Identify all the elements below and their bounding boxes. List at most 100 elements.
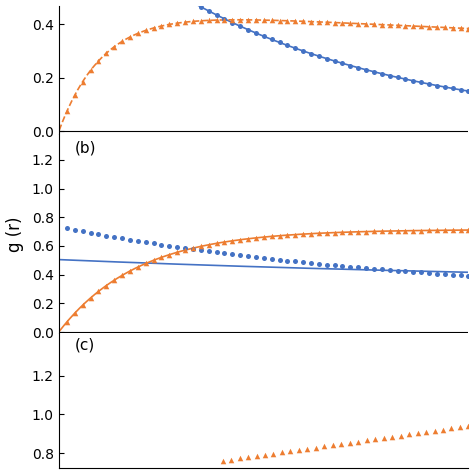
Point bbox=[329, 441, 337, 449]
Point bbox=[252, 29, 260, 37]
Point bbox=[110, 43, 118, 51]
Point bbox=[276, 232, 283, 239]
Point bbox=[165, 242, 173, 249]
Point bbox=[433, 82, 441, 89]
Point bbox=[244, 26, 252, 34]
Point bbox=[380, 434, 387, 442]
Y-axis label: g (r): g (r) bbox=[6, 216, 24, 252]
Point bbox=[244, 252, 252, 260]
Point bbox=[268, 233, 275, 240]
Point bbox=[79, 228, 86, 235]
Point bbox=[261, 451, 269, 458]
Point bbox=[331, 229, 338, 237]
Point bbox=[181, 18, 189, 26]
Point bbox=[205, 17, 212, 24]
Point bbox=[79, 78, 86, 85]
Point bbox=[244, 235, 252, 243]
Point bbox=[283, 257, 291, 264]
Point bbox=[110, 233, 118, 241]
Point bbox=[331, 19, 338, 27]
Point bbox=[205, 7, 212, 15]
Point bbox=[307, 50, 315, 57]
Point bbox=[102, 232, 110, 239]
Point bbox=[346, 62, 354, 69]
Point bbox=[270, 450, 277, 457]
Point bbox=[448, 425, 456, 432]
Point bbox=[456, 423, 464, 431]
Point bbox=[355, 264, 362, 271]
Point bbox=[339, 262, 346, 270]
Point bbox=[425, 269, 433, 277]
Point bbox=[397, 432, 404, 439]
Point bbox=[253, 452, 260, 460]
Point bbox=[312, 444, 319, 451]
Point bbox=[307, 230, 315, 237]
Point bbox=[362, 264, 370, 272]
Point bbox=[181, 244, 189, 252]
Point bbox=[260, 33, 267, 40]
Point bbox=[102, 282, 110, 289]
Point bbox=[418, 227, 425, 234]
Point bbox=[433, 227, 441, 234]
Point bbox=[410, 22, 417, 30]
Point bbox=[331, 57, 338, 65]
Point bbox=[425, 227, 433, 234]
Point bbox=[346, 19, 354, 27]
Point bbox=[126, 267, 134, 275]
Point bbox=[465, 226, 472, 234]
Point bbox=[410, 268, 417, 275]
Point bbox=[95, 230, 102, 238]
Point bbox=[363, 437, 371, 444]
Point bbox=[237, 236, 244, 244]
Point bbox=[63, 318, 71, 326]
Point bbox=[276, 17, 283, 24]
Point bbox=[63, 108, 71, 115]
Point bbox=[95, 57, 102, 65]
Point bbox=[228, 250, 236, 258]
Point bbox=[386, 266, 393, 274]
Point bbox=[457, 226, 465, 234]
Point bbox=[320, 443, 328, 450]
Point bbox=[292, 17, 299, 25]
Point bbox=[87, 229, 94, 237]
Point bbox=[401, 267, 409, 275]
Point bbox=[401, 22, 409, 29]
Point bbox=[292, 231, 299, 238]
Point bbox=[457, 86, 465, 93]
Point bbox=[401, 75, 409, 83]
Point bbox=[414, 429, 421, 437]
Point bbox=[465, 422, 472, 430]
Point bbox=[362, 228, 370, 236]
Point bbox=[441, 24, 448, 31]
Point bbox=[299, 258, 307, 266]
Point bbox=[355, 438, 362, 446]
Point bbox=[142, 238, 149, 246]
Point bbox=[165, 251, 173, 258]
Point bbox=[268, 255, 275, 263]
Point bbox=[346, 439, 354, 447]
Point bbox=[189, 0, 197, 6]
Point bbox=[260, 233, 267, 241]
Point bbox=[150, 24, 157, 32]
Point bbox=[268, 36, 275, 43]
Point bbox=[197, 243, 205, 250]
Point bbox=[205, 241, 212, 248]
Point bbox=[150, 256, 157, 264]
Point bbox=[197, 246, 205, 254]
Point bbox=[355, 20, 362, 27]
Point bbox=[276, 39, 283, 46]
Point bbox=[213, 239, 220, 247]
Point bbox=[87, 294, 94, 302]
Point bbox=[457, 271, 465, 279]
Point bbox=[337, 440, 345, 448]
Point bbox=[339, 60, 346, 67]
Point bbox=[237, 16, 244, 24]
Point bbox=[220, 249, 228, 257]
Point bbox=[304, 445, 311, 453]
Point bbox=[295, 446, 303, 454]
Point bbox=[252, 16, 260, 24]
Point bbox=[110, 276, 118, 284]
Point bbox=[431, 427, 438, 435]
Point bbox=[323, 229, 330, 237]
Point bbox=[433, 23, 441, 31]
